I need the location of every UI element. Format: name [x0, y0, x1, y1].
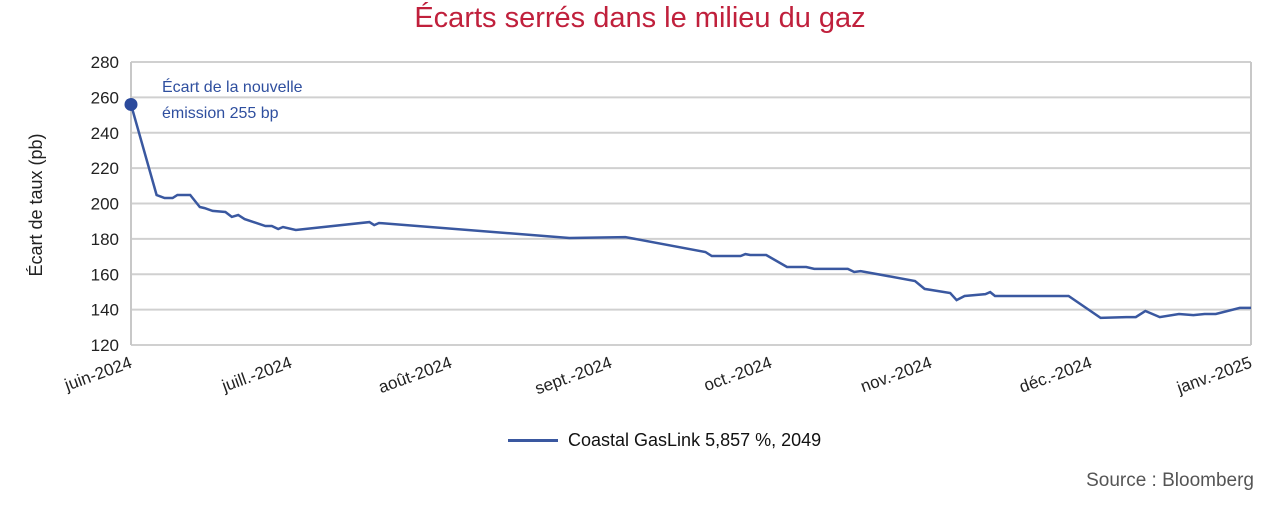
y-tick-label: 240	[91, 124, 119, 143]
y-tick-label: 220	[91, 159, 119, 178]
series-line	[129, 104, 1251, 320]
y-tick-label: 180	[91, 230, 119, 249]
y-axis-ticks: 120 140 160 180 200 220 240 260 280	[91, 53, 119, 355]
grid	[130, 61, 1252, 346]
new-issue-marker	[124, 97, 138, 111]
source-note: Source : Bloomberg	[1086, 470, 1254, 491]
chart-title: Écarts serrés dans le milieu du gaz	[414, 2, 866, 34]
x-axis-ticks: juin-2024 juill.-2024 août-2024 sept.-2024 o…	[61, 353, 1254, 398]
y-tick-label: 260	[91, 88, 119, 107]
x-tick-label: août-2024	[376, 353, 454, 397]
x-tick-label: déc.-2024	[1017, 353, 1095, 397]
legend: Coastal GasLink 5,857 %, 2049	[508, 430, 821, 451]
annotation-line2: émission 255 bp	[162, 105, 279, 122]
x-tick-label: janv.-2025	[1174, 353, 1255, 398]
y-tick-label: 120	[91, 336, 119, 355]
y-tick-label: 280	[91, 53, 119, 72]
x-tick-label: juin-2024	[61, 353, 134, 395]
legend-label: Coastal GasLink 5,857 %, 2049	[568, 430, 822, 450]
x-tick-label: sept.-2024	[532, 353, 614, 398]
y-axis-label: Écart de taux (pb)	[26, 133, 46, 276]
y-tick-label: 140	[91, 301, 119, 320]
x-tick-label: nov.-2024	[858, 353, 934, 396]
y-tick-label: 160	[91, 265, 119, 284]
legend-swatch	[508, 439, 558, 442]
annotation-line1: Écart de la nouvelle	[162, 77, 303, 96]
y-tick-label: 200	[91, 195, 119, 214]
x-tick-label: juill.-2024	[219, 353, 295, 396]
x-tick-label: oct.-2024	[701, 353, 774, 395]
